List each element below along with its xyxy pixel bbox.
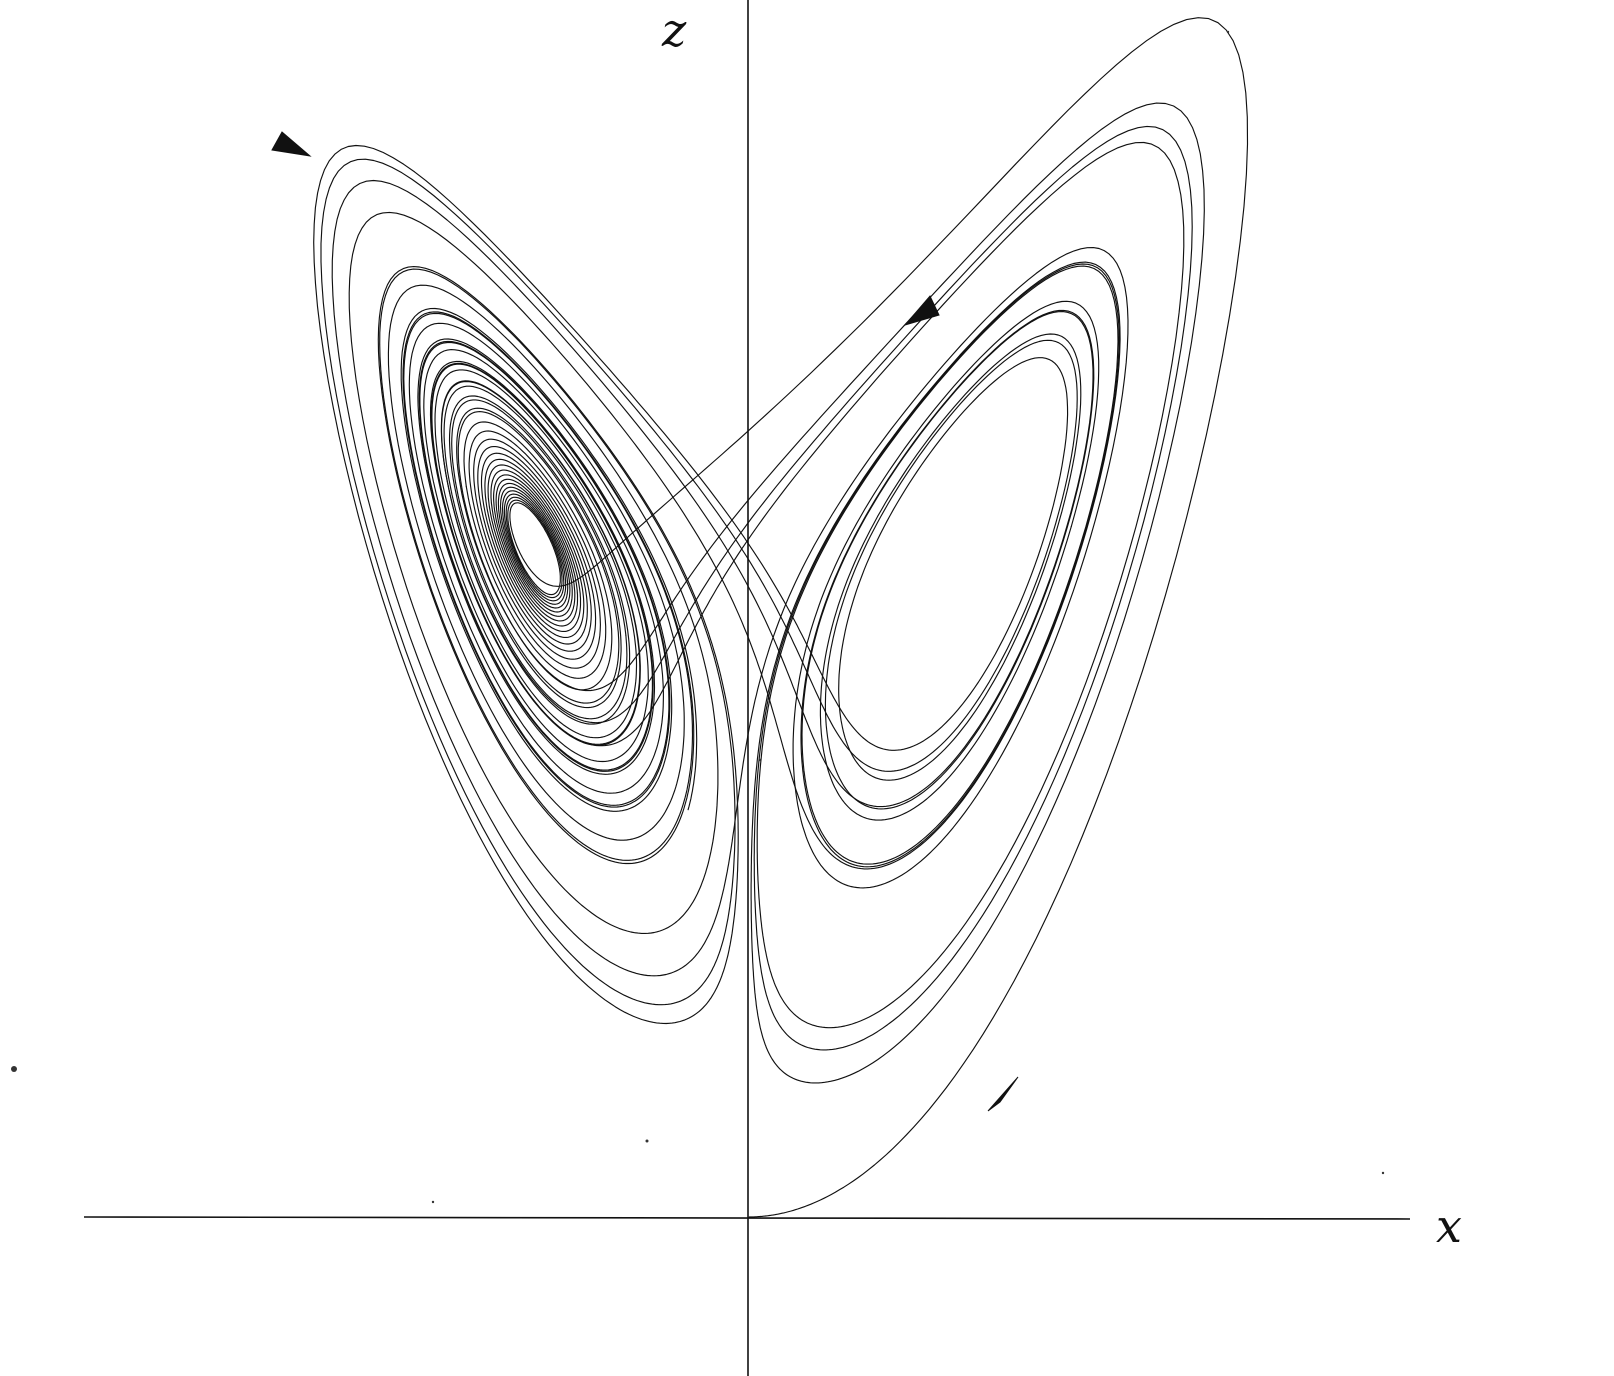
scan-speck [1381, 1171, 1385, 1175]
scan-speck [758, 758, 762, 762]
trajectory-segment [487, 464, 585, 638]
scan-speck [1226, 30, 1230, 34]
trajectory-segment [451, 399, 627, 704]
scan-speck [431, 1200, 435, 1204]
trajectory-segment [456, 102, 1205, 1084]
trajectory-segment [313, 144, 864, 1025]
trajectory-segment [348, 211, 1121, 934]
top-left-direction-arrow [271, 131, 312, 157]
trajectory-curves [313, 17, 1249, 1218]
trajectory-segment [441, 247, 1129, 977]
x-axis-line [83, 1216, 1411, 1220]
trajectory-segment [753, 263, 1120, 1051]
trajectory-segment [499, 486, 571, 613]
trajectory-segment [687, 704, 698, 811]
z-axis-label: z [661, 3, 687, 57]
trajectory-segment [387, 284, 685, 841]
trajectory-segment [379, 268, 736, 1006]
trajectory-segment [509, 17, 1249, 1218]
trajectory-segment [465, 430, 607, 679]
trajectory-segment [493, 474, 576, 622]
trajectory-segment [477, 446, 595, 652]
upper-right-direction-arrow [903, 295, 940, 326]
trajectory-segment [434, 369, 649, 763]
trajectory-segment [331, 179, 1119, 865]
trajectory-segment [503, 493, 565, 602]
trajectory-segment [429, 141, 1185, 1029]
trajectory-segment [430, 125, 1193, 746]
scan-speck [11, 1066, 17, 1072]
x-axis-label: x [1436, 1199, 1462, 1253]
trajectory-segment [400, 307, 696, 812]
scan-speck [645, 1139, 649, 1143]
bottom-right-direction-arrow [987, 1076, 1019, 1112]
trajectory-segment [819, 333, 1082, 821]
trajectory-segment [402, 311, 695, 853]
trajectory-segment [320, 158, 1095, 955]
trajectory-segment [440, 380, 641, 725]
